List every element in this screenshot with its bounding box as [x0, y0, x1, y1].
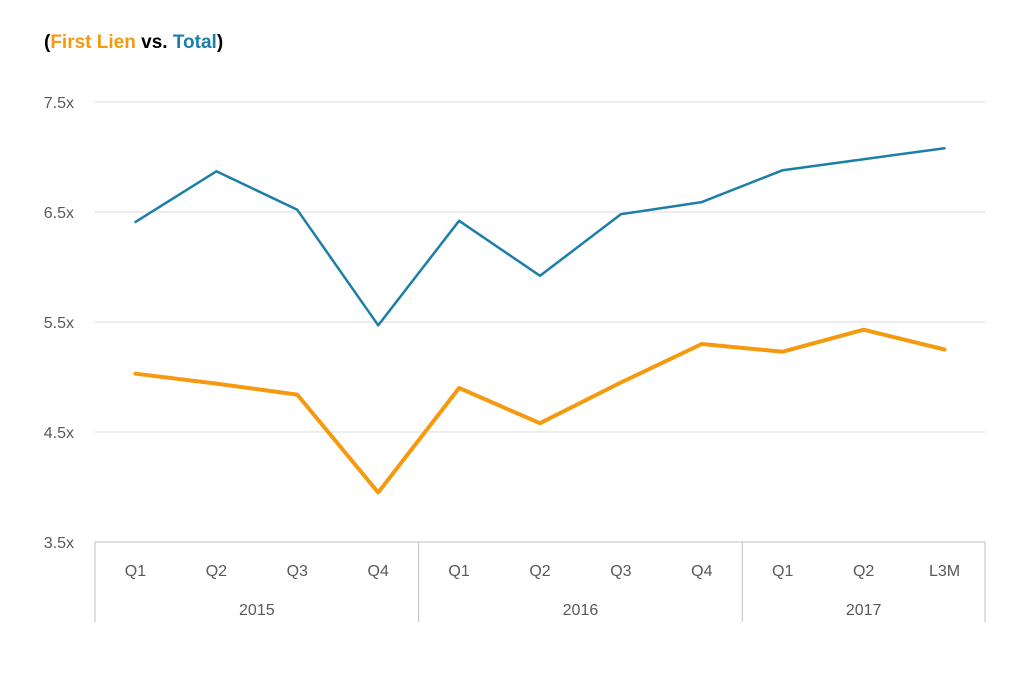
series-lines: [133, 146, 947, 495]
tick-labels: 7.5x 6.5x 5.5x 4.5x 3.5x Q1 Q2 Q3 Q4 Q1 Q2 Q3 Q4 Q1 Q2…: [44, 95, 960, 619]
chart-title: (First Lien vs. Total): [44, 32, 223, 54]
axes: [94, 541, 986, 622]
x-group-label: 2015: [239, 602, 275, 619]
x-tick-label: L3M: [929, 563, 960, 580]
x-tick-label: Q3: [610, 563, 631, 580]
x-tick-label: Q1: [125, 563, 146, 580]
x-group-label: 2016: [563, 602, 599, 619]
title-paren-open: (: [44, 32, 51, 53]
title-series-first-lien: First Lien: [50, 32, 136, 53]
series-line-total: [134, 146, 946, 327]
gridlines: [95, 101, 985, 433]
x-group-label: 2017: [846, 602, 882, 619]
x-tick-label: Q1: [448, 563, 469, 580]
x-tick-label: Q2: [206, 563, 227, 580]
x-tick-label: Q2: [529, 563, 550, 580]
title-paren-close: ): [216, 32, 224, 53]
x-tick-label: Q3: [287, 563, 308, 580]
x-tick-label: Q1: [772, 563, 793, 580]
y-tick-label: 6.5x: [44, 205, 74, 222]
y-tick-label: 7.5x: [44, 95, 74, 112]
x-tick-label: Q2: [853, 563, 874, 580]
y-tick-label: 4.5x: [44, 425, 74, 442]
title-vs: vs.: [135, 32, 173, 53]
title-series-total: Total: [172, 32, 217, 53]
y-tick-label: 3.5x: [44, 535, 74, 552]
x-tick-label: Q4: [368, 563, 389, 580]
x-tick-label: Q4: [691, 563, 712, 580]
y-tick-label: 5.5x: [44, 315, 74, 332]
series-line-first-lien: [133, 327, 947, 495]
